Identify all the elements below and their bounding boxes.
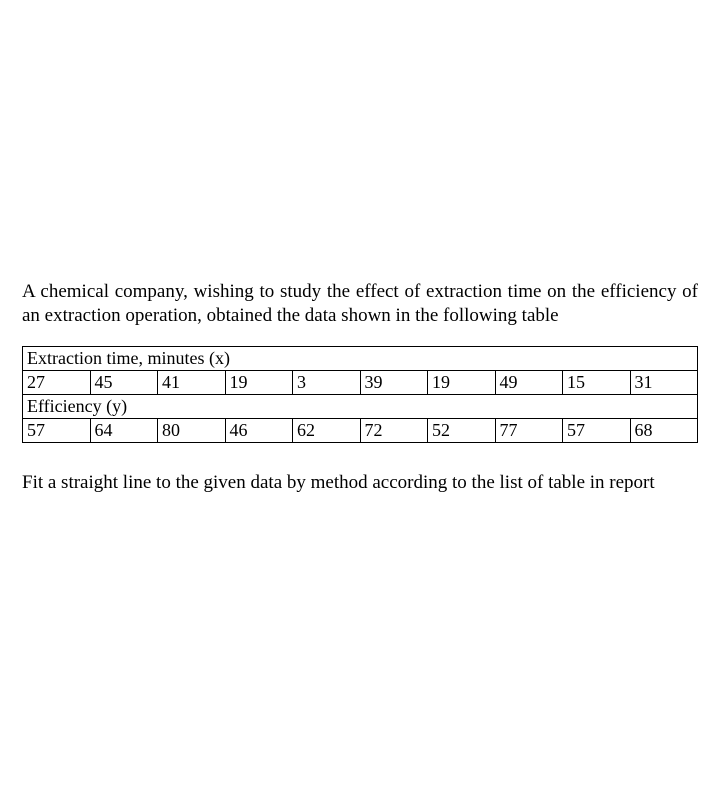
table-cell: 15	[563, 370, 631, 394]
table-cell: 19	[428, 370, 496, 394]
table-cell: 62	[293, 418, 361, 442]
table-header-y: Efficiency (y)	[23, 394, 698, 418]
table-cell: 57	[23, 418, 91, 442]
table-header-x: Extraction time, minutes (x)	[23, 346, 698, 370]
intro-paragraph: A chemical company, wishing to study the…	[22, 280, 698, 328]
table-cell: 72	[360, 418, 428, 442]
table-row: 57 64 80 46 62 72 52 77 57 68	[23, 418, 698, 442]
table-cell: 68	[630, 418, 698, 442]
table-cell: 27	[23, 370, 91, 394]
table-cell: 46	[225, 418, 293, 442]
table-cell: 31	[630, 370, 698, 394]
table-cell: 41	[158, 370, 226, 394]
table-cell: 64	[90, 418, 158, 442]
table-cell: 52	[428, 418, 496, 442]
table-cell: 77	[495, 418, 563, 442]
table-cell: 3	[293, 370, 361, 394]
table-row: 27 45 41 19 3 39 19 49 15 31	[23, 370, 698, 394]
table-cell: 19	[225, 370, 293, 394]
table-cell: 49	[495, 370, 563, 394]
table-cell: 57	[563, 418, 631, 442]
table-cell: 80	[158, 418, 226, 442]
table-cell: 45	[90, 370, 158, 394]
table-cell: 39	[360, 370, 428, 394]
data-table: Extraction time, minutes (x) 27 45 41 19…	[22, 346, 698, 443]
instruction-paragraph: Fit a straight line to the given data by…	[22, 471, 698, 495]
